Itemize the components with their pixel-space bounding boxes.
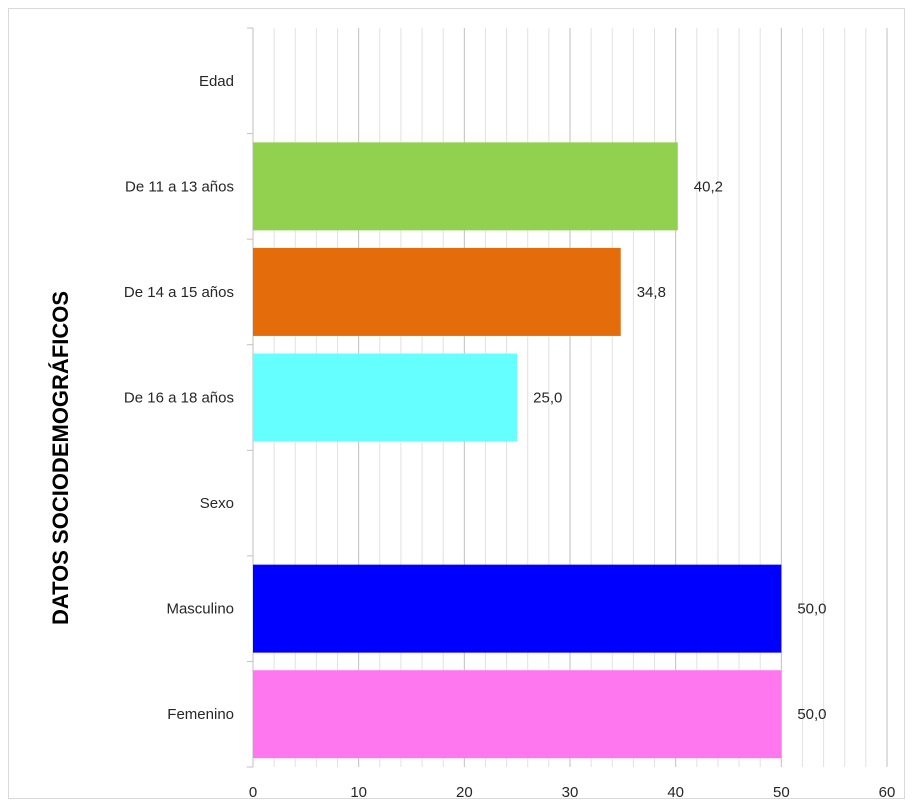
category-label: De 11 a 13 años — [125, 178, 234, 195]
x-tick-label: 30 — [562, 784, 579, 801]
data-label: 25,0 — [533, 390, 562, 407]
category-label: Edad — [199, 73, 234, 90]
x-tick-label: 10 — [350, 784, 367, 801]
x-tick-label: 50 — [773, 784, 790, 801]
data-label: 34,8 — [637, 284, 666, 301]
data-label: 50,0 — [797, 706, 826, 723]
bar — [253, 564, 782, 653]
bar — [253, 247, 621, 336]
category-label: Sexo — [200, 495, 234, 512]
x-tick-label: 60 — [879, 784, 896, 801]
category-label: Femenino — [167, 706, 234, 723]
bar — [253, 670, 782, 759]
x-tick-label: 40 — [667, 784, 684, 801]
x-tick-label: 0 — [249, 784, 257, 801]
y-axis-title: DATOS SOCIODEMOGRÁFICOS — [48, 291, 73, 625]
x-tick-labels: 0 10 20 30 40 50 60 — [249, 784, 896, 801]
category-label: Masculino — [166, 601, 234, 618]
data-labels: 40,2 34,8 25,0 50,0 50,0 — [533, 178, 826, 723]
data-label: 50,0 — [797, 601, 826, 618]
bar — [253, 142, 678, 231]
data-label: 40,2 — [694, 178, 723, 195]
category-labels: Edad De 11 a 13 años De 14 a 15 años De 16 … — [124, 73, 234, 723]
x-tick-label: 20 — [456, 784, 473, 801]
category-label: De 14 a 15 años — [124, 284, 234, 301]
bar — [253, 353, 518, 442]
bars — [253, 142, 782, 759]
category-label: De 16 a 18 años — [124, 390, 234, 407]
